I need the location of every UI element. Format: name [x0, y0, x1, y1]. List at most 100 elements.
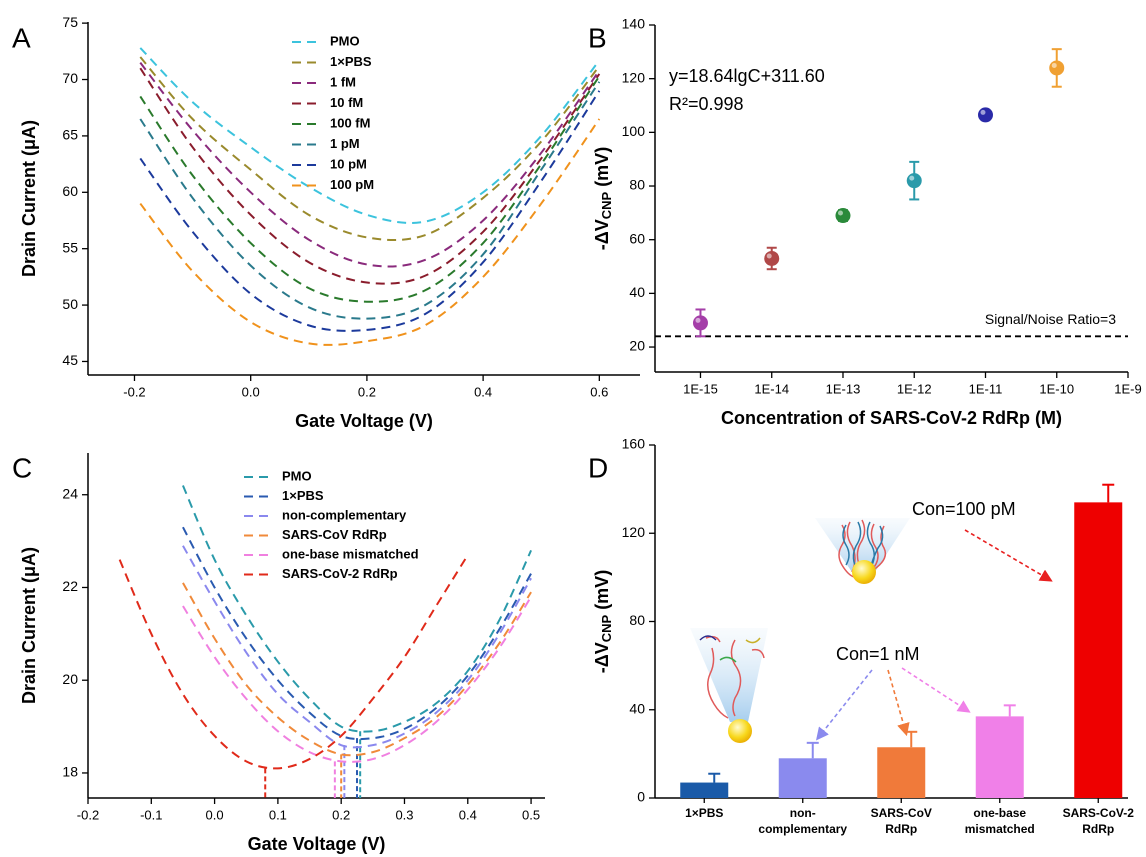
x-tick-label: non- — [790, 806, 816, 820]
legend-label: 1 pM — [330, 136, 360, 151]
series-line — [118, 554, 469, 770]
annotation: Con=1 nM — [836, 644, 920, 664]
y-tick-label: 70 — [62, 70, 78, 86]
y-tick-label: 50 — [62, 296, 78, 312]
y-tick-label: 60 — [62, 183, 78, 199]
y-axis-label-part: (mV) — [592, 570, 612, 615]
point-highlight — [695, 317, 701, 323]
legend-label: PMO — [282, 468, 312, 483]
x-tick-label: -0.2 — [77, 807, 99, 822]
legend-label: non-complementary — [282, 507, 407, 522]
x-tick-label: one-base — [973, 806, 1026, 820]
y-tick-label: 120 — [622, 524, 646, 540]
annotation: Con=100 pM — [912, 499, 1016, 519]
series-line — [139, 81, 601, 320]
x-tick-label: 1E-10 — [1039, 381, 1074, 396]
bar — [778, 758, 827, 798]
panel-label: D — [588, 452, 608, 483]
y-tick-label: 40 — [629, 284, 645, 300]
y-axis-label: Drain Current (μA) — [19, 547, 39, 704]
x-tick-label: 0.0 — [242, 384, 260, 399]
legend-label: 1×PBS — [282, 488, 324, 503]
y-tick-label: 160 — [622, 436, 646, 452]
series-line — [139, 90, 601, 332]
y-tick-label: 65 — [62, 127, 78, 143]
x-tick-label: 0.6 — [590, 384, 608, 399]
x-tick-label: 1E-14 — [754, 381, 789, 396]
y-tick-label: 120 — [622, 69, 646, 85]
x-tick-label: 1E-15 — [683, 381, 718, 396]
x-tick-label: -0.1 — [140, 807, 162, 822]
point-highlight — [1051, 62, 1057, 68]
legend-label: 10 pM — [330, 156, 367, 171]
illustration-low — [690, 628, 768, 743]
y-axis-label: -ΔVCNP (mV) — [592, 570, 615, 673]
legend-label: one-base mismatched — [282, 546, 419, 561]
x-axis-label: Gate Voltage (V) — [248, 834, 386, 854]
y-axis-label-part: (mV) — [592, 147, 612, 192]
x-tick-label: mismatched — [965, 822, 1035, 836]
point — [977, 107, 993, 123]
panel-label: A — [12, 22, 31, 53]
illustration-high — [815, 518, 910, 584]
y-axis-label: Drain Current (μA) — [19, 120, 39, 277]
bar — [975, 716, 1024, 798]
point-highlight — [980, 109, 986, 115]
legend-label: 10 fM — [330, 95, 363, 110]
point-highlight — [766, 253, 772, 259]
series-line — [182, 596, 532, 763]
y-tick-label: 22 — [62, 578, 78, 594]
legend-label: SARS-CoV RdRp — [282, 527, 387, 542]
x-tick-label: 0.4 — [474, 384, 492, 399]
series-line — [139, 67, 601, 285]
x-tick-label: complementary — [758, 822, 847, 836]
series-line — [139, 75, 601, 303]
x-axis-label: Concentration of SARS-CoV-2 RdRp (M) — [721, 408, 1062, 428]
y-axis-label: -ΔVCNP (mV) — [592, 147, 615, 250]
point-highlight — [837, 210, 843, 216]
annotation: R²=0.998 — [669, 94, 744, 114]
point — [906, 173, 922, 189]
bar — [1074, 502, 1123, 798]
series-line — [182, 582, 532, 757]
y-tick-label: 40 — [629, 700, 645, 716]
point-highlight — [909, 175, 915, 181]
x-tick-label: 0.5 — [522, 807, 540, 822]
y-tick-label: 0 — [637, 789, 645, 805]
point — [1049, 60, 1065, 76]
legend-label: 100 pM — [330, 177, 374, 192]
y-tick-label: 18 — [62, 764, 78, 780]
x-tick-label: 0.2 — [332, 807, 350, 822]
x-tick-label: SARS-CoV-2 — [1063, 806, 1135, 820]
x-axis-label: Gate Voltage (V) — [295, 411, 433, 431]
y-tick-label: 100 — [622, 123, 646, 139]
y-tick-label: 80 — [629, 177, 645, 193]
series-line — [139, 118, 601, 346]
panel-label: B — [588, 22, 607, 53]
y-axis-label-part: CNP — [599, 191, 614, 219]
bar — [877, 747, 926, 798]
annotation: y=18.64lgC+311.60 — [669, 66, 825, 86]
y-axis-label-part: CNP — [599, 614, 614, 642]
y-tick-label: 75 — [62, 14, 78, 30]
y-tick-label: 24 — [62, 485, 78, 501]
x-tick-label: 0.2 — [358, 384, 376, 399]
x-tick-label: 1×PBS — [685, 806, 723, 820]
y-tick-label: 20 — [629, 338, 645, 354]
legend-label: 1×PBS — [330, 54, 372, 69]
bar — [680, 782, 729, 798]
y-tick-label: 140 — [622, 16, 646, 32]
series-line — [182, 526, 532, 741]
series-line — [139, 61, 601, 268]
legend-label: 100 fM — [330, 115, 370, 130]
y-tick-label: 60 — [629, 230, 645, 246]
y-tick-label: 80 — [629, 612, 645, 628]
x-tick-label: SARS-CoV — [871, 806, 932, 820]
x-tick-label: 0.4 — [459, 807, 477, 822]
x-tick-label: 0.1 — [269, 807, 287, 822]
y-tick-label: 55 — [62, 239, 78, 255]
y-tick-label: 45 — [62, 352, 78, 368]
point — [835, 208, 851, 224]
x-tick-label: 1E-11 — [969, 381, 1003, 396]
